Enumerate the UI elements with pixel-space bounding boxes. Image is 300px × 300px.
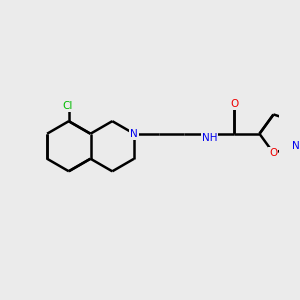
Text: N: N	[130, 129, 138, 139]
Text: O: O	[269, 148, 278, 158]
Text: Cl: Cl	[62, 101, 73, 111]
Text: N: N	[292, 141, 300, 151]
Text: O: O	[230, 99, 238, 109]
Text: NH: NH	[202, 133, 217, 143]
